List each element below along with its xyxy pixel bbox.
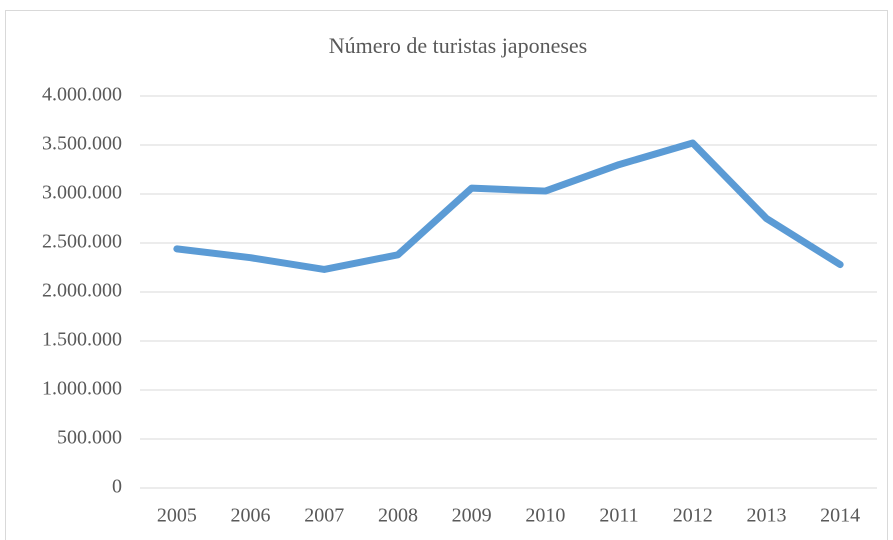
y-tick-label: 3.000.000 xyxy=(42,182,122,204)
y-tick-label: 0 xyxy=(112,476,122,498)
data-line xyxy=(173,139,844,273)
x-tick-label: 2008 xyxy=(378,505,418,527)
x-tick-label: 2007 xyxy=(304,505,344,527)
chart-title: Número de turistas japoneses xyxy=(329,33,587,58)
x-tick-label: 2014 xyxy=(820,505,860,527)
chart-border xyxy=(5,10,888,540)
x-tick-label: 2013 xyxy=(746,505,786,527)
x-tick-label: 2006 xyxy=(231,505,271,527)
x-tick-label: 2009 xyxy=(452,505,492,527)
x-tick-label: 2011 xyxy=(599,505,638,527)
x-tick-label: 2012 xyxy=(673,505,713,527)
x-tick-label: 2005 xyxy=(157,505,197,527)
y-tick-label: 500.000 xyxy=(57,427,122,449)
y-tick-label: 1.500.000 xyxy=(42,329,122,351)
y-tick-label: 2.500.000 xyxy=(42,231,122,253)
y-tick-label: 1.000.000 xyxy=(42,378,122,400)
x-tick-label: 2010 xyxy=(525,505,565,527)
y-tick-label: 4.000.000 xyxy=(42,84,122,106)
y-tick-label: 2.000.000 xyxy=(42,280,122,302)
y-tick-label: 3.500.000 xyxy=(42,133,122,155)
